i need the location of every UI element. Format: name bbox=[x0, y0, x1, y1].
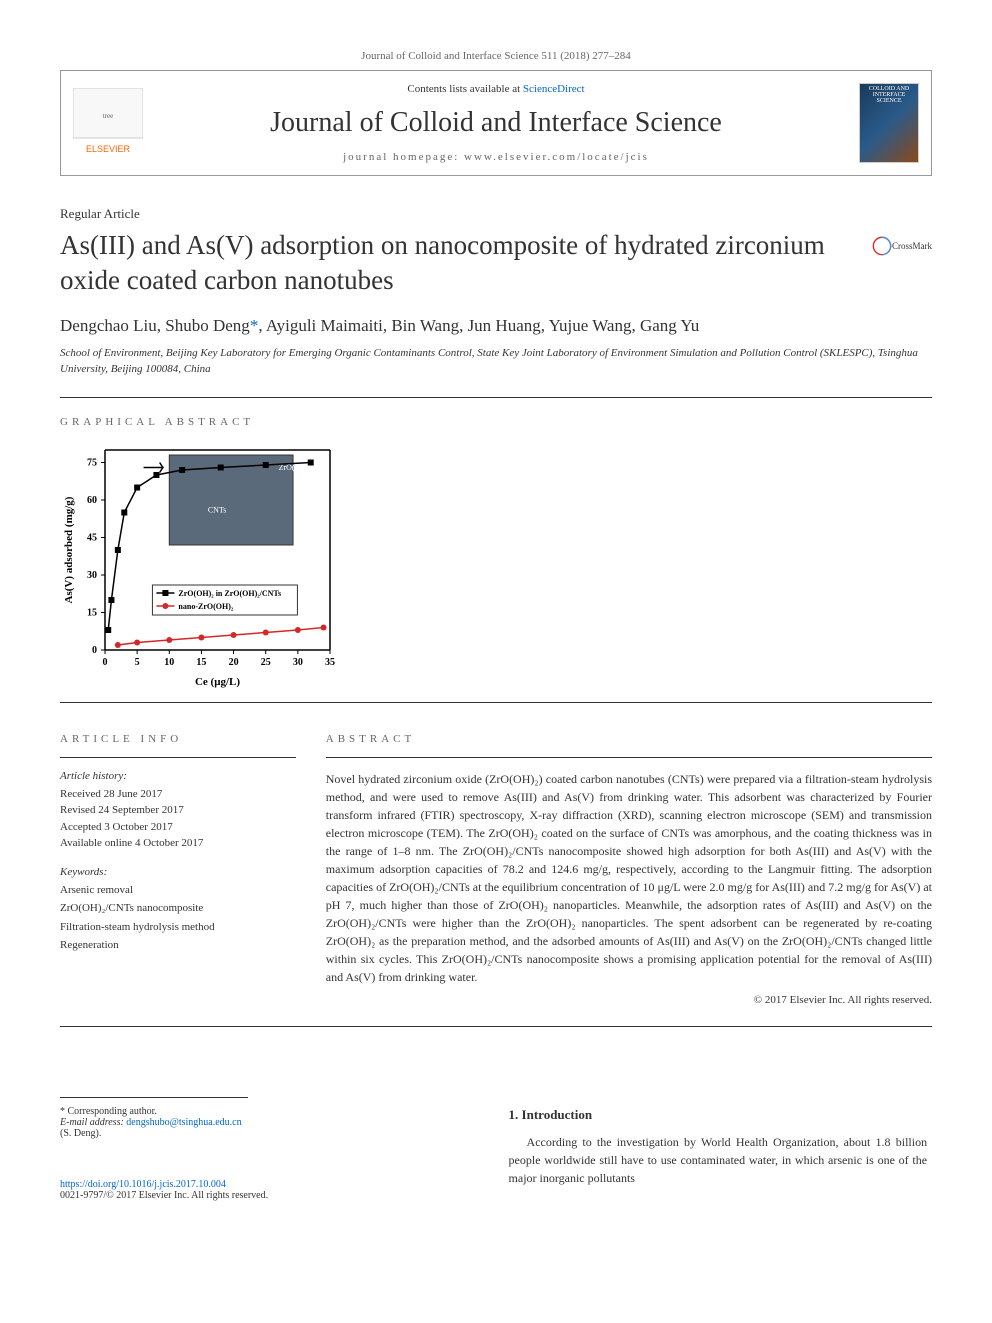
affiliation: School of Environment, Beijing Key Labor… bbox=[60, 346, 932, 377]
intro-heading: 1. Introduction bbox=[509, 1107, 928, 1123]
graphical-abstract-label: GRAPHICAL ABSTRACT bbox=[60, 416, 932, 428]
keyword: ZrO(OH)₂/CNTs nanocomposite bbox=[60, 900, 296, 917]
svg-text:15: 15 bbox=[196, 657, 206, 668]
svg-text:tree: tree bbox=[103, 112, 114, 120]
svg-text:5: 5 bbox=[135, 657, 140, 668]
issn-line: 0021-9797/© 2017 Elsevier Inc. All right… bbox=[60, 1190, 479, 1201]
history-online: Available online 4 October 2017 bbox=[60, 835, 296, 852]
svg-text:0: 0 bbox=[92, 645, 97, 656]
svg-text:30: 30 bbox=[87, 570, 97, 581]
svg-text:60: 60 bbox=[87, 495, 97, 506]
crossmark-badge[interactable]: CrossMark bbox=[872, 228, 932, 263]
svg-text:Ce (μg/L): Ce (μg/L) bbox=[195, 676, 240, 688]
journal-header-box: tree ELSEVIER COLLOID AND INTERFACE SCIEN… bbox=[60, 70, 932, 176]
svg-text:As(V) adsorbed (mg/g): As(V) adsorbed (mg/g) bbox=[63, 496, 75, 603]
article-type: Regular Article bbox=[60, 206, 932, 222]
journal-cover-thumbnail: COLLOID AND INTERFACE SCIENCE bbox=[859, 83, 919, 163]
copyright-line: © 2017 Elsevier Inc. All rights reserved… bbox=[326, 994, 932, 1006]
history-received: Received 28 June 2017 bbox=[60, 786, 296, 803]
history-accepted: Accepted 3 October 2017 bbox=[60, 819, 296, 836]
abstract-label: ABSTRACT bbox=[326, 733, 932, 745]
article-title: As(III) and As(V) adsorption on nanocomp… bbox=[60, 228, 852, 298]
svg-text:20: 20 bbox=[229, 657, 239, 668]
keywords-heading: Keywords: bbox=[60, 866, 296, 878]
svg-text:CNTs: CNTs bbox=[208, 505, 227, 514]
homepage-line: journal homepage: www.elsevier.com/locat… bbox=[81, 151, 911, 163]
svg-text:ELSEVIER: ELSEVIER bbox=[86, 144, 131, 154]
sciencedirect-link[interactable]: ScienceDirect bbox=[523, 83, 585, 95]
svg-text:35: 35 bbox=[325, 657, 335, 668]
elsevier-logo: tree ELSEVIER bbox=[73, 88, 143, 158]
divider bbox=[60, 1026, 932, 1027]
svg-text:45: 45 bbox=[87, 532, 97, 543]
history-heading: Article history: bbox=[60, 770, 296, 782]
svg-text:nano-ZrO(OH)₂: nano-ZrO(OH)₂ bbox=[178, 602, 233, 611]
corresponding-author-footer: * Corresponding author. E-mail address: … bbox=[60, 1097, 248, 1139]
svg-text:15 nm: 15 nm bbox=[298, 531, 316, 539]
email-link[interactable]: dengshubo@tsinghua.edu.cn bbox=[126, 1117, 241, 1128]
svg-text:ZrO(OH)₂ in ZrO(OH)₂/CNTs: ZrO(OH)₂ in ZrO(OH)₂/CNTs bbox=[178, 589, 281, 598]
divider bbox=[60, 702, 932, 703]
svg-text:10: 10 bbox=[164, 657, 174, 668]
graphical-abstract-chart: 0 5 10 15 20 25 30 35 0 15 30 45 60 75 Ce (μg/L) As(V) … bbox=[60, 440, 340, 690]
svg-text:15: 15 bbox=[87, 607, 97, 618]
history-revised: Revised 24 September 2017 bbox=[60, 802, 296, 819]
article-info-label: ARTICLE INFO bbox=[60, 733, 296, 745]
authors-line: Dengchao Liu, Shubo Deng*, Ayiguli Maima… bbox=[60, 316, 932, 336]
keyword: Filtration-steam hydrolysis method bbox=[60, 919, 296, 936]
doi-link[interactable]: https://doi.org/10.1016/j.jcis.2017.10.0… bbox=[60, 1179, 226, 1190]
abstract-text: Novel hydrated zirconium oxide (ZrO(OH)₂… bbox=[326, 770, 932, 986]
divider bbox=[60, 757, 296, 758]
journal-name: Journal of Colloid and Interface Science bbox=[81, 107, 911, 139]
keyword: Arsenic removal bbox=[60, 882, 296, 899]
svg-text:75: 75 bbox=[87, 457, 97, 468]
svg-text:0: 0 bbox=[103, 657, 108, 668]
doi-footer: https://doi.org/10.1016/j.jcis.2017.10.0… bbox=[60, 1179, 479, 1201]
svg-text:30: 30 bbox=[293, 657, 303, 668]
svg-text:25: 25 bbox=[261, 657, 271, 668]
divider bbox=[326, 757, 932, 758]
contents-line: Contents lists available at ScienceDirec… bbox=[81, 83, 911, 95]
intro-text: According to the investigation by World … bbox=[509, 1133, 928, 1187]
keyword: Regeneration bbox=[60, 937, 296, 954]
homepage-url[interactable]: www.elsevier.com/locate/jcis bbox=[464, 151, 649, 163]
journal-reference: Journal of Colloid and Interface Science… bbox=[60, 50, 932, 62]
divider bbox=[60, 397, 932, 398]
